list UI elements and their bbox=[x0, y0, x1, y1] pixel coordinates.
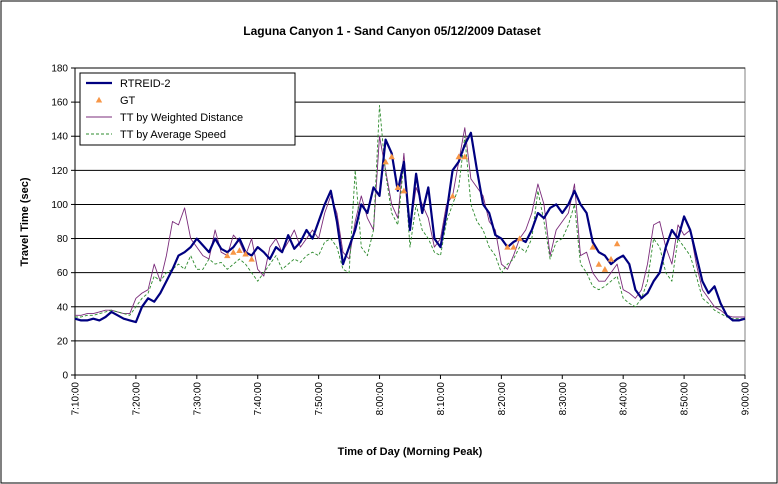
y-tick-label: 180 bbox=[51, 64, 68, 75]
x-tick-label: 8:30:00 bbox=[558, 382, 569, 416]
y-tick-label: 120 bbox=[51, 166, 68, 177]
gt-marker bbox=[248, 255, 255, 262]
y-tick-label: 20 bbox=[57, 336, 69, 347]
x-tick-label: 7:20:00 bbox=[131, 382, 142, 416]
y-tick-label: 0 bbox=[62, 371, 68, 382]
gt-marker bbox=[595, 260, 603, 267]
gt-marker bbox=[510, 243, 517, 250]
legend-label: TT by Weighted Distance bbox=[120, 112, 243, 124]
series-line bbox=[75, 105, 745, 320]
gt-marker bbox=[400, 187, 408, 194]
gt-marker bbox=[382, 158, 389, 165]
y-tick-label: 40 bbox=[57, 302, 69, 313]
gt-marker bbox=[394, 184, 402, 190]
x-tick-label: 8:10:00 bbox=[436, 382, 447, 416]
y-tick-label: 100 bbox=[51, 200, 68, 211]
y-axis-title: Travel Time (sec) bbox=[19, 177, 31, 266]
gt-marker bbox=[461, 153, 469, 160]
y-tick-label: 80 bbox=[57, 234, 69, 245]
gt-marker bbox=[242, 250, 249, 257]
gt-marker bbox=[504, 243, 511, 250]
legend-label: TT by Average Speed bbox=[120, 129, 226, 141]
x-tick-label: 8:00:00 bbox=[375, 382, 386, 416]
gt-marker bbox=[607, 255, 615, 262]
chart-title: Laguna Canyon 1 - Sand Canyon 05/12/2009… bbox=[243, 24, 540, 38]
gt-marker bbox=[613, 240, 621, 247]
series-line bbox=[74, 131, 746, 324]
legend-box bbox=[79, 72, 296, 146]
x-tick-label: 7:40:00 bbox=[253, 382, 264, 416]
legend-label: RTREID-2 bbox=[120, 78, 171, 90]
gt-marker bbox=[516, 235, 523, 242]
legend-label: GT bbox=[120, 95, 136, 107]
y-tick-label: 140 bbox=[51, 132, 68, 143]
gt-marker bbox=[601, 266, 609, 272]
gt-marker bbox=[236, 247, 243, 254]
legend-swatch bbox=[95, 96, 103, 103]
y-tick-label: 60 bbox=[57, 268, 69, 279]
gt-marker bbox=[449, 192, 456, 199]
y-tick-label: 160 bbox=[51, 98, 68, 109]
gt-marker bbox=[224, 252, 231, 259]
x-tick-label: 7:10:00 bbox=[71, 382, 82, 416]
x-axis-title: Time of Day (Morning Peak) bbox=[338, 446, 483, 458]
gt-marker bbox=[589, 243, 596, 250]
gt-marker bbox=[388, 153, 395, 160]
gt-marker bbox=[455, 153, 462, 160]
x-tick-label: 7:30:00 bbox=[192, 382, 203, 416]
x-tick-label: 8:50:00 bbox=[680, 382, 691, 416]
gt-marker bbox=[230, 249, 237, 255]
x-tick-label: 8:40:00 bbox=[619, 382, 630, 416]
x-tick-label: 9:00:00 bbox=[741, 382, 752, 416]
x-tick-label: 8:20:00 bbox=[497, 382, 508, 416]
x-tick-label: 7:50:00 bbox=[314, 382, 325, 416]
